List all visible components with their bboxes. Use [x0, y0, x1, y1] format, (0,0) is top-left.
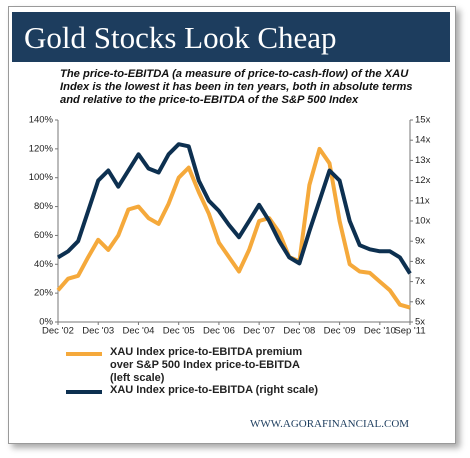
y2-tick-label: 6x [415, 296, 425, 307]
y-tick-label: 100% [29, 172, 54, 183]
chart-subtitle: The price-to-EBITDA (a measure of price-… [60, 68, 413, 106]
y2-tick-label: 12x [415, 175, 431, 186]
y2-tick-label: 13x [415, 155, 431, 166]
legend-swatch [66, 352, 102, 356]
chart-title: Gold Stocks Look Cheap [24, 20, 337, 55]
legend-label: XAU Index price-to-EBITDA (right scale) [110, 384, 319, 396]
y-tick-label: 0% [39, 317, 53, 328]
x-tick-label: Dec '03 [82, 326, 114, 337]
y2-tick-label: 5x [415, 317, 425, 328]
x-tick-label: Sep '11 [394, 326, 425, 337]
title-banner [12, 12, 450, 62]
y-tick-label: 20% [34, 288, 54, 299]
y2-tick-label: 15x [415, 115, 431, 126]
y2-tick-label: 10x [415, 216, 431, 227]
y-tick-label: 80% [34, 201, 54, 212]
y-tick-label: 60% [34, 230, 54, 241]
y-tick-label: 120% [29, 143, 54, 154]
x-tick-label: Dec '09 [324, 326, 356, 337]
legend-swatch [66, 390, 102, 394]
series-line [56, 146, 411, 310]
source: WWW.AGORAFINANCIAL.COM [250, 418, 410, 430]
x-tick-label: Dec '02 [42, 326, 74, 337]
y2-tick-label: 11x [415, 195, 430, 206]
y2-tick-label: 9x [415, 236, 425, 247]
x-tick-label: Dec '06 [203, 326, 235, 337]
y-tick-label: 40% [34, 259, 54, 270]
x-tick-label: Dec '04 [122, 326, 154, 337]
y2-tick-label: 7x [415, 276, 425, 287]
y-tick-label: 140% [29, 115, 54, 126]
y2-tick-label: 14x [415, 135, 431, 146]
series-line [56, 142, 412, 275]
x-tick-label: Dec '08 [283, 326, 315, 337]
y2-tick-label: 8x [415, 256, 425, 267]
legend-label: XAU Index price-to-EBITDA premium over S… [110, 346, 303, 384]
x-tick-label: Dec '07 [243, 326, 275, 337]
x-tick-label: Dec '05 [163, 326, 195, 337]
x-tick-label: Dec '10 [364, 326, 396, 337]
